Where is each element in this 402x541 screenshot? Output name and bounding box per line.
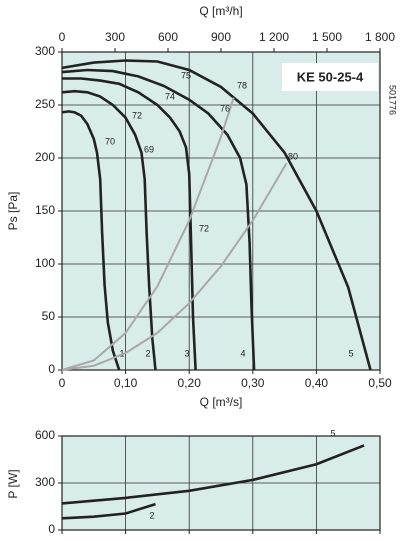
x-tick-label: 0,30 <box>241 376 265 390</box>
x-tick-label: 0 <box>59 376 66 390</box>
x-axis-label: Q [m³/s] <box>200 395 243 409</box>
x2-tick-label: 0 <box>59 30 66 44</box>
side-note: 501776 <box>388 85 398 115</box>
x2-tick-label: 1 500 <box>312 30 342 44</box>
curve-label: 3 <box>184 348 189 358</box>
efficiency-label: 75 <box>181 70 191 80</box>
efficiency-label: 72 <box>132 110 142 120</box>
efficiency-label: 78 <box>237 80 247 90</box>
curve-label: 5 <box>348 348 353 358</box>
y-tick-label: 150 <box>35 203 55 217</box>
x2-tick-label: 1 800 <box>365 30 395 44</box>
y-tick-label: 100 <box>35 256 55 270</box>
curve <box>61 110 121 371</box>
curve-label: 5 <box>330 428 335 438</box>
efficiency-label: 72 <box>199 223 209 233</box>
x-tick-label: 0,50 <box>368 376 392 390</box>
x2-axis-label: Q [m³/h] <box>199 4 242 18</box>
y-tick-label: 0 <box>48 522 55 536</box>
curve <box>61 89 157 371</box>
chart-title: KE 50-25-4 <box>297 69 364 84</box>
y-tick-label: 0 <box>48 362 55 376</box>
x-tick-label: 0,20 <box>178 376 202 390</box>
efficiency-label: 80 <box>288 151 298 161</box>
curve-label: 4 <box>240 348 245 358</box>
curve-label: 2 <box>149 510 154 520</box>
y-tick-label: 200 <box>35 150 55 164</box>
efficiency-label: 74 <box>165 91 175 101</box>
y-axis-label: P [W] <box>6 469 20 498</box>
curve-label: 2 <box>145 348 150 358</box>
x2-tick-label: 300 <box>105 30 125 44</box>
x2-tick-label: 600 <box>158 30 178 44</box>
y-tick-label: 250 <box>35 97 55 111</box>
title-box <box>282 63 378 91</box>
curve <box>61 162 288 371</box>
curve <box>62 77 197 371</box>
y-axis-label: Ps [Pa] <box>6 192 20 231</box>
x-tick-label: 0,10 <box>114 376 138 390</box>
curve <box>61 97 235 371</box>
efficiency-label: 70 <box>105 136 115 146</box>
plot-frame <box>61 435 381 531</box>
curve <box>61 444 365 505</box>
efficiency-label: 76 <box>220 103 230 113</box>
y-tick-label: 600 <box>35 428 55 442</box>
y-tick-label: 300 <box>35 475 55 489</box>
x2-tick-label: 900 <box>211 30 231 44</box>
y-tick-label: 50 <box>42 309 56 323</box>
x2-tick-label: 1 200 <box>259 30 289 44</box>
curve <box>61 68 256 371</box>
curve <box>61 502 156 520</box>
y-tick-label: 300 <box>35 44 55 58</box>
plot-frame <box>61 51 381 371</box>
x-tick-label: 0,40 <box>305 376 329 390</box>
efficiency-label: 69 <box>144 144 154 154</box>
curve <box>61 59 372 371</box>
